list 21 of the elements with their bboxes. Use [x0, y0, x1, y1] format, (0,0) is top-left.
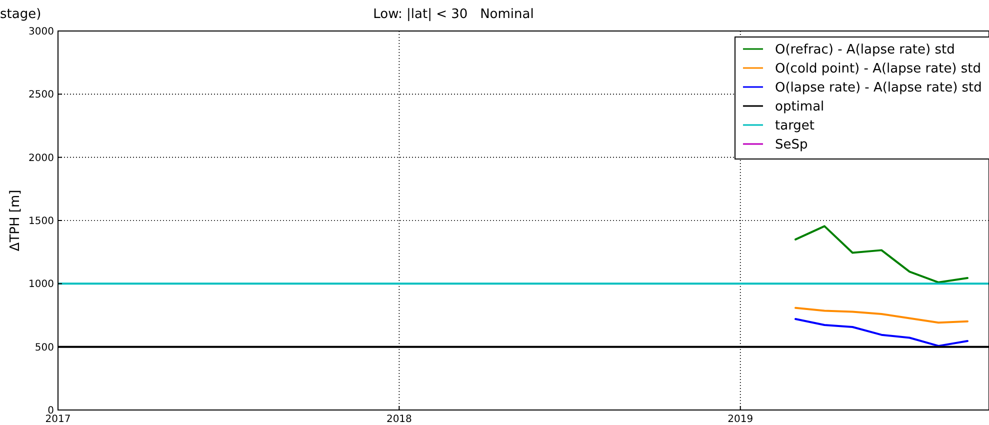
y-tick-label: 3000	[28, 26, 54, 38]
legend-label: O(refrac) - A(lapse rate) std	[775, 42, 955, 58]
legend-label: O(lapse rate) - A(lapse rate) std	[775, 80, 982, 96]
legend-label: O(cold point) - A(lapse rate) std	[775, 62, 982, 77]
y-axis-title: ΔTPH [m]	[8, 190, 23, 252]
legend-label: SeSp	[775, 138, 808, 153]
legend-label: optimal	[775, 100, 824, 115]
legend-label: target	[775, 118, 815, 134]
x-tick-label: 2018	[386, 414, 412, 425]
line-series	[794, 225, 968, 284]
y-tick-label: 2000	[28, 152, 54, 164]
chart-title: stage)	[0, 7, 42, 22]
x-tick-label: 2017	[45, 414, 71, 425]
chart-subtitle: Low: |lat| < 30 Nominal	[373, 7, 534, 22]
x-tick-label: 2019	[728, 414, 754, 425]
y-tick-label: 1000	[28, 279, 54, 290]
line-series	[794, 318, 968, 347]
y-tick-label: 1500	[28, 216, 54, 227]
y-tick-label: 2500	[28, 90, 54, 101]
y-tick-label: 500	[34, 342, 54, 354]
line-series	[794, 306, 968, 324]
